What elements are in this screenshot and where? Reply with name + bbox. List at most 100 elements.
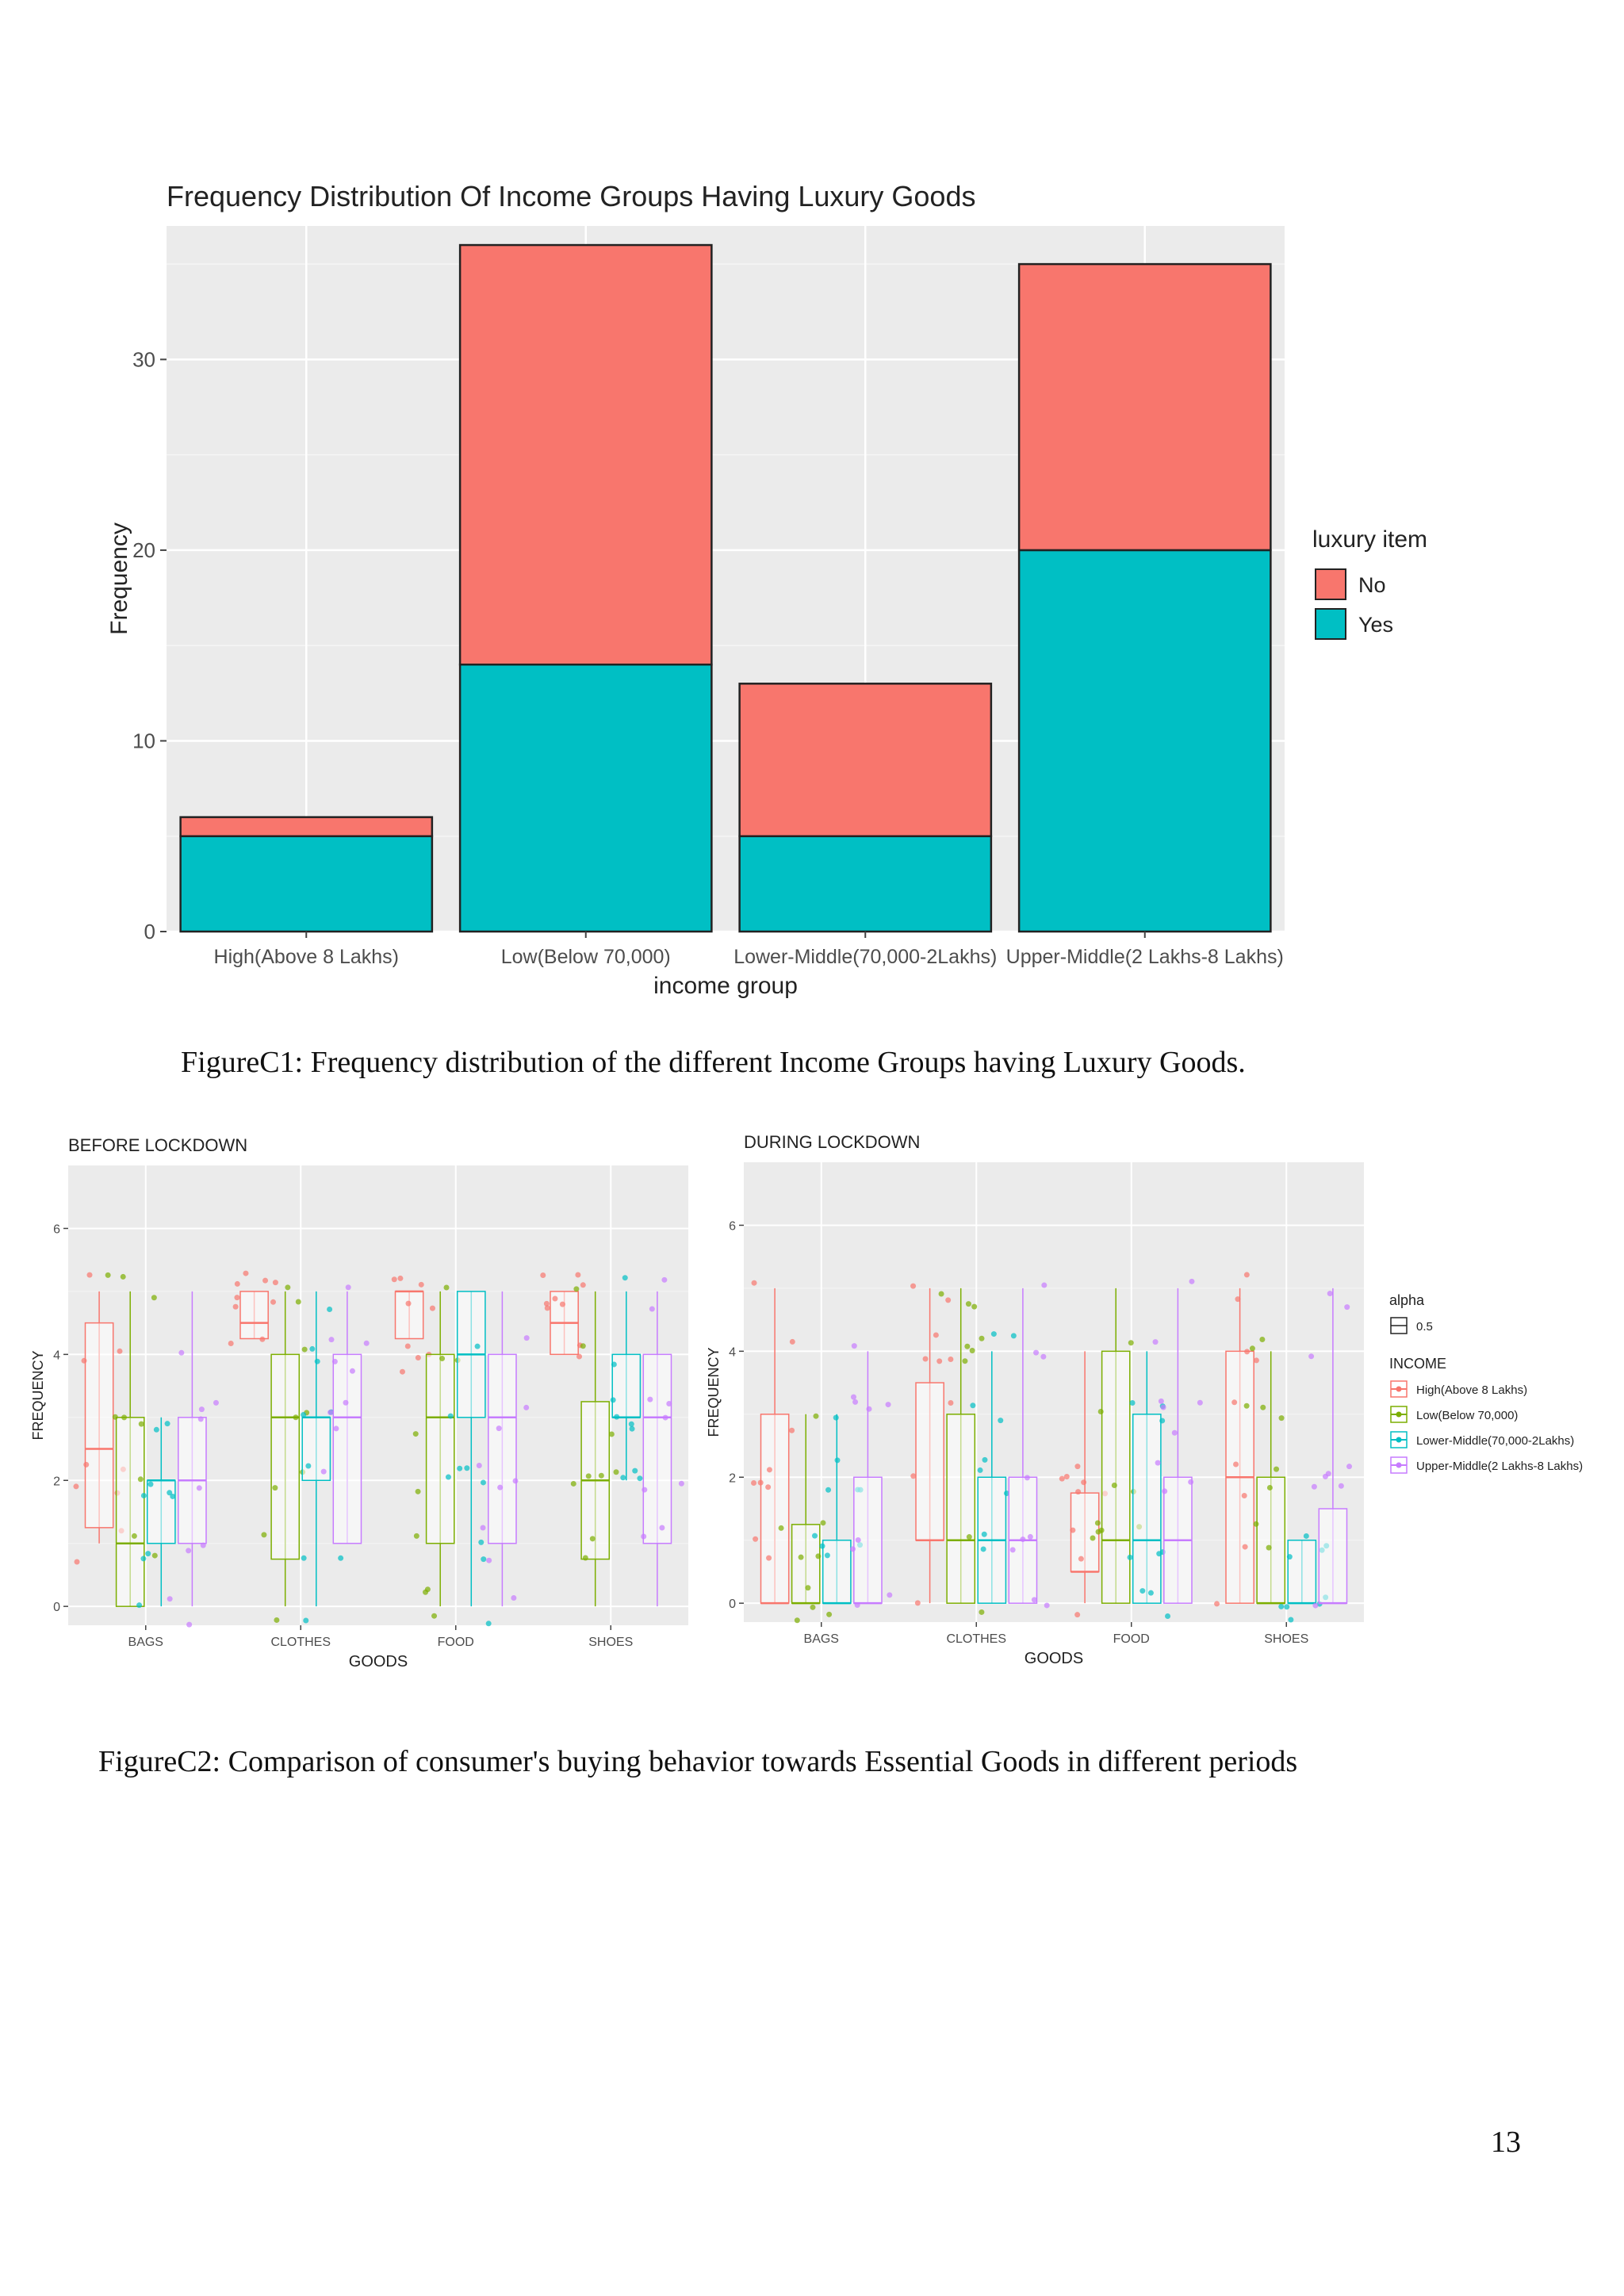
x-tick-label: FOOD [438,1636,474,1649]
jitter-point [349,1368,355,1374]
jitter-point [1274,1466,1280,1472]
jitter-point [112,1414,118,1420]
jitter-point [363,1340,370,1346]
jitter-point [136,1602,143,1609]
jitter-point [964,1343,971,1349]
x-tick-label: Lower-Middle(70,000-2Lakhs) [733,946,997,968]
box [425,1353,455,1544]
jitter-point [637,1475,643,1482]
jitter-point [474,1343,481,1349]
jitter-point [570,1480,576,1487]
box [760,1414,790,1604]
jitter-point [979,1609,985,1615]
jitter-point [540,1272,546,1278]
box [84,1322,114,1529]
jitter-point [1003,1490,1009,1497]
jitter-point [151,1295,157,1301]
jitter-point [1155,1460,1161,1466]
jitter-point [138,1421,144,1427]
jitter-point [186,1548,192,1554]
before-lockdown-x-axis-label: GOODS [349,1653,408,1670]
jitter-point [1346,1464,1353,1470]
bar-no [179,816,434,837]
bar-no [1017,262,1272,552]
legend-label: Yes [1358,613,1393,637]
jitter-point [1311,1483,1317,1490]
jitter-point [622,1275,628,1281]
legend-title: luxury item [1312,526,1427,553]
legend-income-label: Upper-Middle(2 Lakhs-8 Lakhs) [1416,1460,1583,1473]
jitter-point [866,1406,872,1412]
jitter-point [1156,1551,1162,1557]
jitter-point [391,1276,397,1283]
jitter-point [1059,1475,1065,1482]
jitter-point [620,1475,626,1481]
bar-no [458,243,713,666]
x-tick-label: CLOTHES [946,1632,1006,1646]
jitter-point [486,1557,492,1563]
jitter-point [998,1418,1004,1424]
jitter-point [1243,1402,1250,1409]
jitter-point [170,1493,176,1499]
jitter-point [1127,1554,1133,1560]
box [822,1539,852,1604]
jitter-point [1033,1349,1040,1356]
jitter-point [1128,1340,1134,1346]
jitter-point [485,1621,492,1627]
jitter-point [628,1421,634,1427]
jitter-point [1081,1479,1087,1486]
jitter-point [1129,1400,1136,1406]
jitter-point [1253,1521,1259,1527]
jitter-point [397,1275,404,1281]
jitter-point [1243,1272,1250,1278]
jitter-point [789,1338,795,1345]
jitter-point [805,1585,811,1591]
jitter-point [1165,1613,1171,1620]
jitter-point [1078,1556,1084,1562]
y-tick-label: 6 [53,1223,60,1236]
jitter-point [131,1533,137,1539]
jitter-point [328,1337,335,1343]
jitter-point [798,1554,804,1560]
jitter-point [105,1272,111,1278]
jitter-point [338,1555,344,1561]
bar-no [738,683,993,837]
jitter-point [965,1301,971,1307]
jitter-point [213,1399,219,1406]
jitter-point [327,1307,333,1313]
y-tick-label: 4 [53,1349,60,1362]
x-tick-label: SHOES [1264,1632,1308,1646]
jitter-point [598,1472,604,1479]
jitter-point [447,1413,454,1419]
during-lockdown-title: DURING LOCKDOWN [744,1132,920,1152]
jitter-point [580,1343,586,1349]
jitter-point [1097,1409,1104,1415]
jitter-point [1312,1602,1319,1609]
jitter-point [261,1532,267,1538]
box [1132,1414,1162,1604]
jitter-point [1266,1544,1272,1551]
jitter-point [1027,1533,1033,1540]
jitter-point [751,1280,757,1286]
figure-c2: BEFORE LOCKDOWN 0 2 4 6 BAGS CLOTHES FOOD SHOES G… [30,1126,1602,1681]
jitter-point [140,1492,147,1498]
jitter-point [629,1425,635,1432]
jitter-point [610,1397,616,1403]
jitter-point [186,1621,193,1628]
jitter-point [418,1281,424,1288]
jitter-point [649,1306,655,1312]
jitter-point [1010,1333,1017,1339]
box [1256,1476,1286,1604]
box [115,1417,145,1607]
jitter-point [496,1425,502,1432]
jitter-point [327,1410,334,1416]
jitter-point [647,1396,653,1402]
legend-key-point [1396,1411,1402,1418]
box [146,1479,176,1544]
jitter-point [981,1531,987,1537]
jitter-point [1020,1536,1026,1543]
jitter-point [445,1474,451,1480]
jitter-point [765,1484,772,1490]
jitter-point [1214,1601,1220,1607]
y-tick-label: 20 [132,538,155,562]
